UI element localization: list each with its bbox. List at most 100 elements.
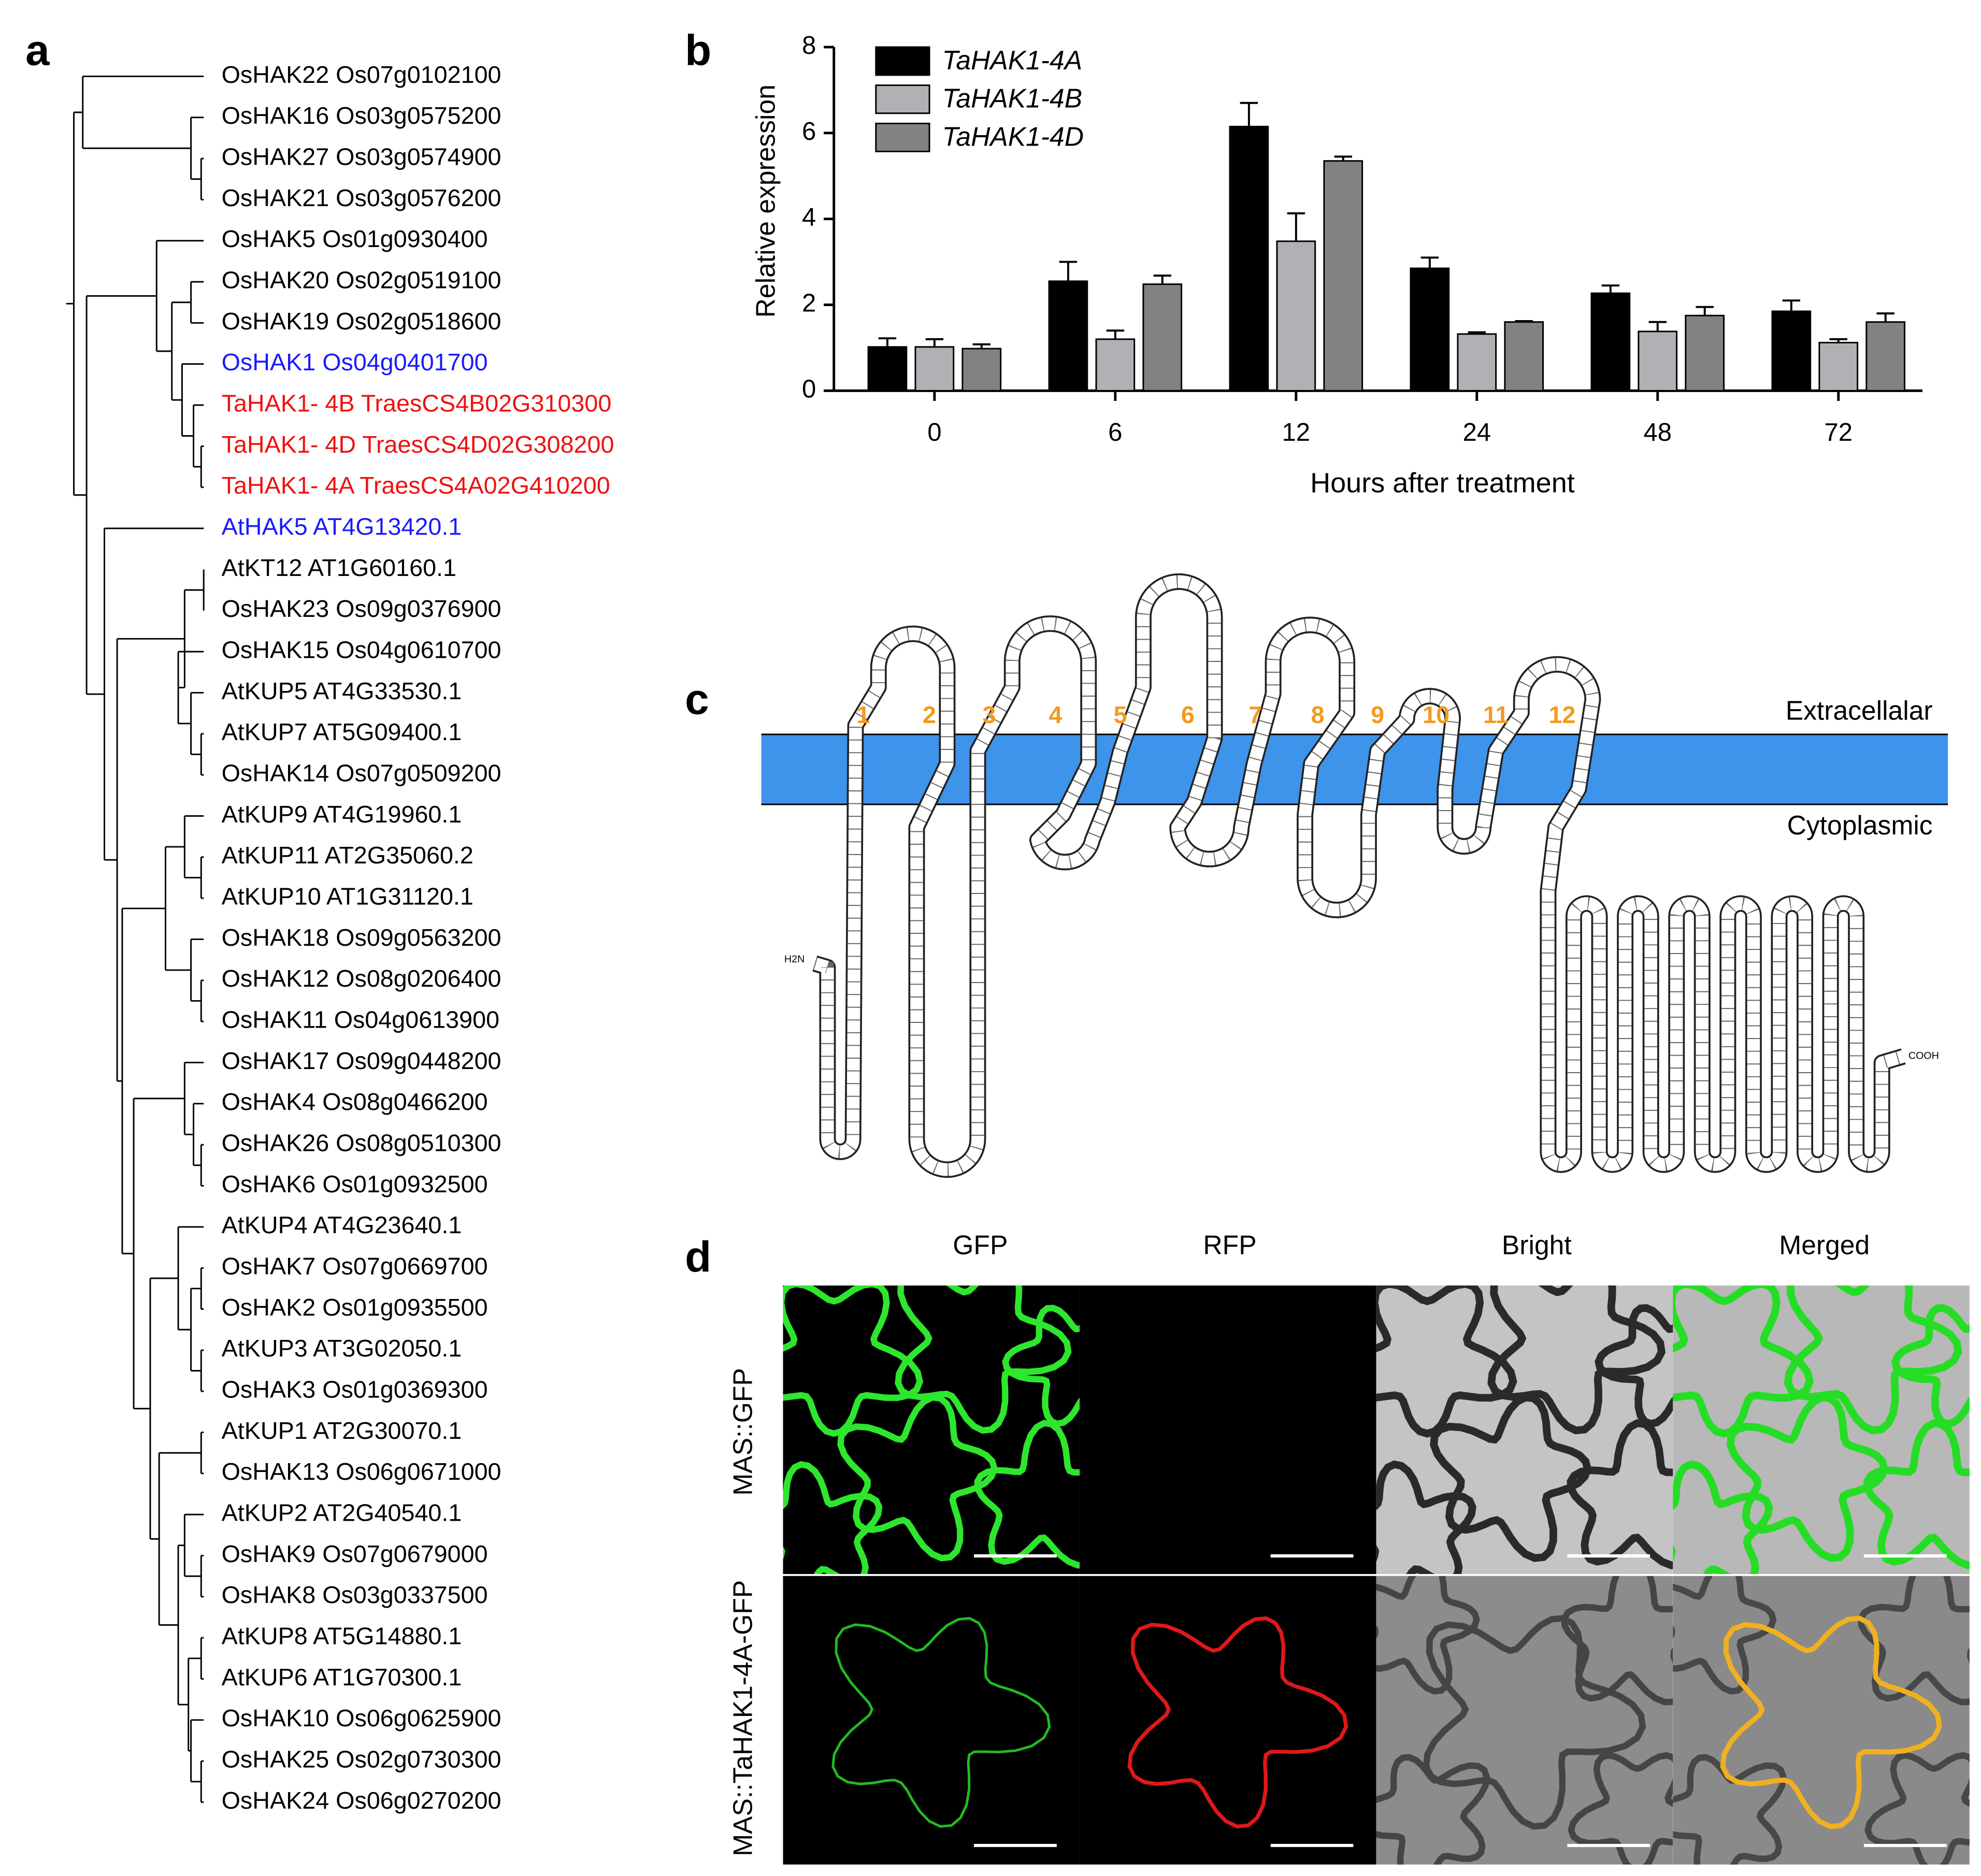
helix-number: 12 [1548,701,1575,728]
bar [1504,321,1544,392]
micrograph [783,1285,1080,1575]
leaf-label: AtKT12 AT1G60160.1 [222,554,456,581]
leaf-label: AtKUP6 AT1G70300.1 [222,1664,462,1691]
helix-number: 7 [1248,701,1262,728]
y-axis-label: Relative expression [751,84,781,318]
bar [1865,321,1906,392]
c-terminus: COOH [1908,1050,1939,1062]
cell-outline [1430,1393,1592,1562]
micrograph-bg [1080,1575,1376,1865]
x-tick-label: 48 [1643,419,1672,446]
bar [1095,338,1136,392]
cell-outline [1567,1419,1673,1569]
cell-outline [1561,1575,1673,1706]
micrograph [1376,1575,1673,1865]
leaf-label: AtHAK5 AT4G13420.1 [222,513,462,540]
y-tick-label: 2 [802,289,816,317]
bar [961,348,1002,392]
leaf-label: OsHAK24 Os06g0270200 [222,1787,501,1814]
cell-outline [1376,1285,1517,1438]
cell-outline [1376,1460,1476,1575]
micrograph [1376,1285,1673,1575]
column-title: RFP [1203,1230,1256,1260]
bar [1818,342,1859,392]
leaf-label: OsHAK8 Os03g0337500 [222,1581,488,1608]
cell-outline [1863,1419,1970,1569]
cell-outline [974,1420,1080,1569]
bar [914,346,955,392]
helix-number: 10 [1423,701,1449,728]
row-label: MAS::GFP [727,1368,757,1496]
cell-outline [1127,1616,1348,1829]
helix-number: 2 [923,701,936,728]
bar [1590,292,1631,392]
leaf-label: AtKUP10 AT1G31120.1 [222,883,473,910]
cell-outline [783,1285,924,1437]
leaf-label: AtKUP4 AT4G23640.1 [222,1211,462,1238]
micrograph-bg [1376,1575,1673,1865]
bar [1229,125,1269,392]
panel-label: d [685,1232,711,1281]
y-tick-label: 6 [802,118,816,146]
bar [1638,330,1678,392]
leaf-label: OsHAK7 Os07g0669700 [222,1252,488,1279]
leaf-label: AtKUP2 AT2G40540.1 [222,1499,462,1526]
helix-number: 8 [1311,701,1325,728]
bar [1276,240,1316,392]
cell-outline [1784,1285,1962,1435]
cell-outline [1864,1752,1970,1865]
cell-outline [831,1617,1051,1828]
panel-label: a [25,25,50,74]
cell-outline [1673,1754,1787,1865]
bar [1410,267,1450,392]
column-title: Merged [1779,1230,1870,1260]
cell-outline [1423,1615,1646,1830]
cell-outline [1858,1575,1970,1706]
cell-outline [1891,1304,1970,1428]
leaf-label: OsHAK3 Os01g0369300 [222,1376,488,1403]
leaf-label: OsHAK27 Os03g0574900 [222,143,501,170]
legend-label: TaHAK1-4D [942,121,1084,151]
leaf-label: OsHAK21 Os03g0576200 [222,184,501,211]
micrograph-bg [1080,1285,1376,1575]
leaf-label: AtKUP7 AT5G09400.1 [222,718,462,745]
helix-number: 1 [856,701,870,728]
micrograph [783,1575,1080,1865]
leaf-label: OsHAK26 Os08g0510300 [222,1129,501,1156]
leaf-label: OsHAK4 Os08g0466200 [222,1088,488,1115]
helix-number: 9 [1371,701,1384,728]
cell-outline [1726,1393,1888,1562]
leaf-label: AtKUP3 AT3G02050.1 [222,1335,462,1362]
helix-number: 11 [1483,701,1509,728]
cell-outline [783,1461,883,1575]
leaf-label: OsHAK9 Os07g0679000 [222,1540,488,1567]
legend-swatch [875,84,930,114]
extracellular-label: Extracellalar [1786,696,1933,726]
leaf-label: TaHAK1- 4D TraesCS4D02G308200 [222,431,614,458]
leaf-label: AtKUP11 AT2G35060.2 [222,842,473,869]
legend-swatch [875,122,930,152]
leaf-label: OsHAK14 Os07g0509200 [222,759,501,786]
leaf-label: TaHAK1- 4B TraesCS4B02G310300 [222,389,612,416]
leaf-label: OsHAK2 Os01g0935500 [222,1294,488,1321]
protein-chain-inner [813,575,1905,1176]
leaf-label: AtKUP9 AT4G19960.1 [222,801,462,828]
bar [1142,283,1183,392]
cell-outline [837,1394,998,1562]
helix-number: 6 [1181,701,1195,728]
leaf-label: OsHAK13 Os06g0671000 [222,1458,501,1485]
bar [1771,310,1812,392]
leaf-label: OsHAK11 Os04g0613900 [222,1006,499,1033]
x-tick-label: 0 [927,419,941,446]
leaf-label: OsHAK23 Os09g0376900 [222,595,501,622]
helix-number: 4 [1049,701,1062,728]
leaf-label: OsHAK12 Os08g0206400 [222,965,501,992]
bar [1323,160,1363,392]
leaf-label: OsHAK5 Os01g0930400 [222,225,488,252]
bar [1048,280,1088,392]
leaf-label: OsHAK25 Os02g0730300 [222,1745,501,1772]
micrograph [1673,1575,1970,1865]
leaf-label: OsHAK15 Os04g0610700 [222,636,501,663]
